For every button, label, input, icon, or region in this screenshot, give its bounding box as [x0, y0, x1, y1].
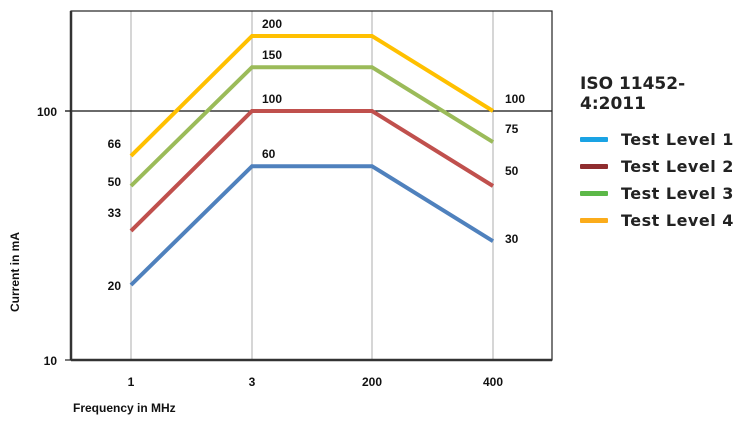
data-label: 150: [262, 48, 282, 62]
data-label: 20: [108, 279, 122, 293]
series-line-test-level-4: [129, 34, 495, 158]
data-label: 60: [262, 147, 276, 161]
data-label: 33: [108, 206, 122, 220]
x-tick-label: 400: [483, 375, 503, 389]
y-tick-label: 10: [44, 354, 58, 368]
series-line-test-level-1: [129, 164, 495, 287]
legend-label: Test Level 3: [621, 184, 734, 203]
x-tick-label: 3: [249, 375, 256, 389]
x-tick-label: 1: [128, 375, 135, 389]
legend-item-test-level-2: Test Level 2: [580, 153, 750, 180]
plot-frame: [70, 10, 553, 361]
legend-label: Test Level 1: [621, 130, 734, 149]
legend: ISO 11452-4:2011 Test Level 1 Test Level…: [580, 74, 750, 234]
legend-label: Test Level 2: [621, 157, 734, 176]
series-line-test-level-2: [129, 109, 495, 233]
y-axis-label: Current in mA: [8, 232, 22, 312]
legend-item-test-level-3: Test Level 3: [580, 180, 750, 207]
legend-item-test-level-1: Test Level 1: [580, 126, 750, 153]
data-label: 100: [505, 92, 525, 106]
point-labels: 20 60 30 33 100 50 50 150 75 66 200 100: [108, 17, 526, 293]
legend-label: Test Level 4: [621, 211, 734, 230]
x-axis-ticks: 1 3 200 400: [128, 375, 504, 389]
y-tick-label: 100: [37, 105, 57, 119]
y-axis-ticks: 10 100: [37, 105, 71, 368]
legend-swatch-test-level-4: [580, 218, 608, 223]
legend-swatch-test-level-1: [580, 137, 608, 142]
x-axis-label: Frequency in MHz: [73, 401, 176, 415]
data-label: 200: [262, 17, 282, 31]
legend-title: ISO 11452-4:2011: [580, 74, 686, 114]
series-line-test-level-3: [129, 65, 495, 188]
legend-item-test-level-4: Test Level 4: [580, 207, 750, 234]
series-lines: [129, 34, 495, 287]
data-label: 50: [505, 164, 519, 178]
data-label: 30: [505, 232, 519, 246]
x-tick-label: 200: [362, 375, 382, 389]
legend-swatch-test-level-3: [580, 191, 608, 196]
data-label: 75: [505, 122, 519, 136]
data-label: 100: [262, 92, 282, 106]
legend-swatch-test-level-2: [580, 164, 608, 169]
data-label: 50: [108, 175, 122, 189]
data-label: 66: [108, 137, 122, 151]
vertical-gridlines: [130, 11, 494, 360]
